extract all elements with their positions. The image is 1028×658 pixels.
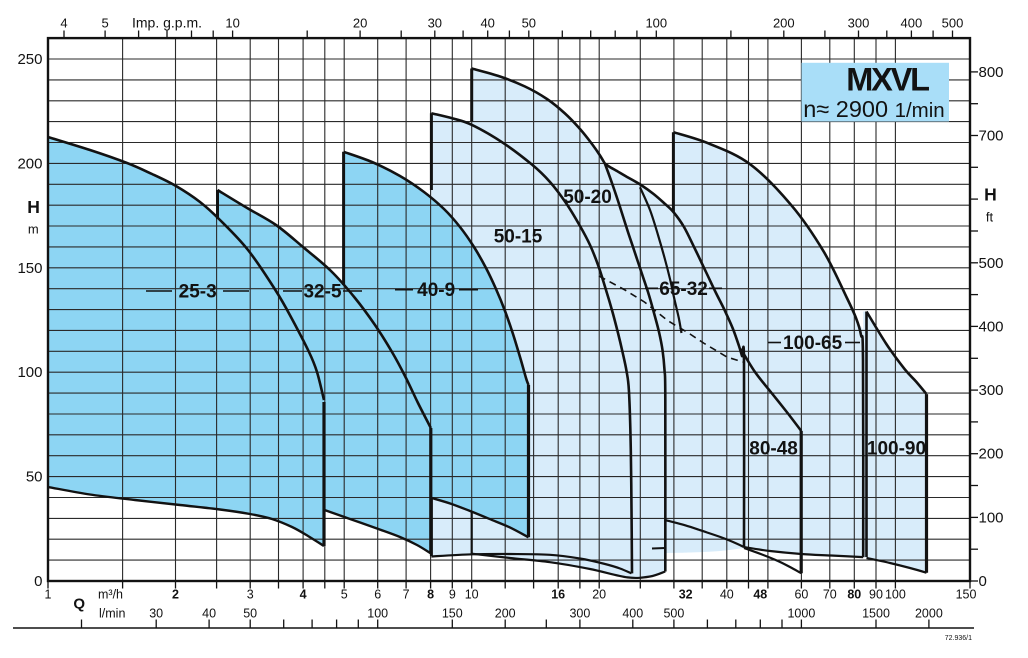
svg-text:4: 4 [60,16,67,31]
svg-text:100-90: 100-90 [867,439,926,460]
svg-text:10: 10 [465,588,479,602]
svg-text:50: 50 [243,607,257,621]
svg-text:20: 20 [353,16,367,31]
svg-text:Q: Q [73,596,85,613]
svg-text:100: 100 [645,16,667,31]
svg-text:2000: 2000 [915,607,943,621]
svg-text:80: 80 [847,588,861,602]
svg-text:25-3: 25-3 [179,282,217,303]
svg-text:150: 150 [442,607,463,621]
svg-text:65-32: 65-32 [659,279,708,300]
svg-text:30: 30 [428,16,442,31]
svg-text:100: 100 [885,588,906,602]
svg-text:n≈ 2900 1/min: n≈ 2900 1/min [803,96,944,122]
svg-text:50: 50 [26,469,43,486]
svg-text:20: 20 [592,588,606,602]
svg-text:9: 9 [449,588,456,602]
svg-text:70: 70 [823,588,837,602]
svg-text:400: 400 [901,16,923,31]
svg-text:50-20: 50-20 [563,187,612,208]
svg-text:l/min: l/min [99,607,125,621]
svg-text:250: 250 [17,51,42,68]
svg-text:1000: 1000 [787,607,815,621]
svg-text:50-15: 50-15 [494,227,543,248]
svg-text:40-9: 40-9 [417,280,455,301]
svg-text:1500: 1500 [862,607,890,621]
svg-text:60: 60 [794,588,808,602]
svg-text:6: 6 [374,588,381,602]
svg-text:Imp. g.p.m.: Imp. g.p.m. [132,15,202,31]
svg-text:300: 300 [848,16,870,31]
svg-text:400: 400 [622,607,643,621]
svg-text:0: 0 [34,573,42,590]
svg-text:2: 2 [172,588,179,602]
svg-text:m³/h: m³/h [98,588,123,602]
svg-text:48: 48 [753,588,767,602]
svg-text:10: 10 [225,16,239,31]
svg-text:200: 200 [773,16,795,31]
svg-text:700: 700 [979,128,1004,145]
svg-text:72.936/1: 72.936/1 [945,635,972,642]
svg-text:40: 40 [202,607,216,621]
svg-text:100: 100 [367,607,388,621]
svg-text:32-5: 32-5 [303,282,341,303]
svg-text:16: 16 [551,588,565,602]
svg-text:1: 1 [45,588,52,602]
svg-text:150: 150 [17,260,42,277]
svg-text:500: 500 [663,607,684,621]
svg-text:40: 40 [720,588,734,602]
svg-text:150: 150 [956,588,977,602]
svg-text:0: 0 [979,573,987,590]
svg-text:H: H [984,184,997,204]
svg-text:800: 800 [979,64,1004,81]
svg-text:8: 8 [427,588,434,602]
svg-text:H: H [27,197,40,217]
svg-text:200: 200 [979,446,1004,463]
svg-text:50: 50 [522,16,536,31]
svg-text:400: 400 [979,318,1004,335]
svg-text:500: 500 [942,16,964,31]
svg-text:300: 300 [979,382,1004,399]
svg-text:200: 200 [495,607,516,621]
svg-text:300: 300 [569,607,590,621]
svg-text:90: 90 [869,588,883,602]
svg-text:40: 40 [480,16,494,31]
svg-text:MXVL: MXVL [846,62,929,98]
svg-text:100: 100 [979,509,1004,526]
svg-text:5: 5 [101,16,108,31]
svg-text:30: 30 [149,607,163,621]
svg-text:100: 100 [17,364,42,381]
svg-text:ft: ft [986,210,994,225]
svg-text:80-48: 80-48 [749,439,798,460]
svg-text:3: 3 [247,588,254,602]
svg-text:200: 200 [17,155,42,172]
svg-text:5: 5 [341,588,348,602]
svg-text:7: 7 [403,588,410,602]
svg-text:m: m [28,222,39,237]
svg-text:100-65: 100-65 [783,333,843,354]
svg-text:500: 500 [979,255,1004,272]
svg-text:32: 32 [679,588,693,602]
svg-text:4: 4 [300,588,307,602]
